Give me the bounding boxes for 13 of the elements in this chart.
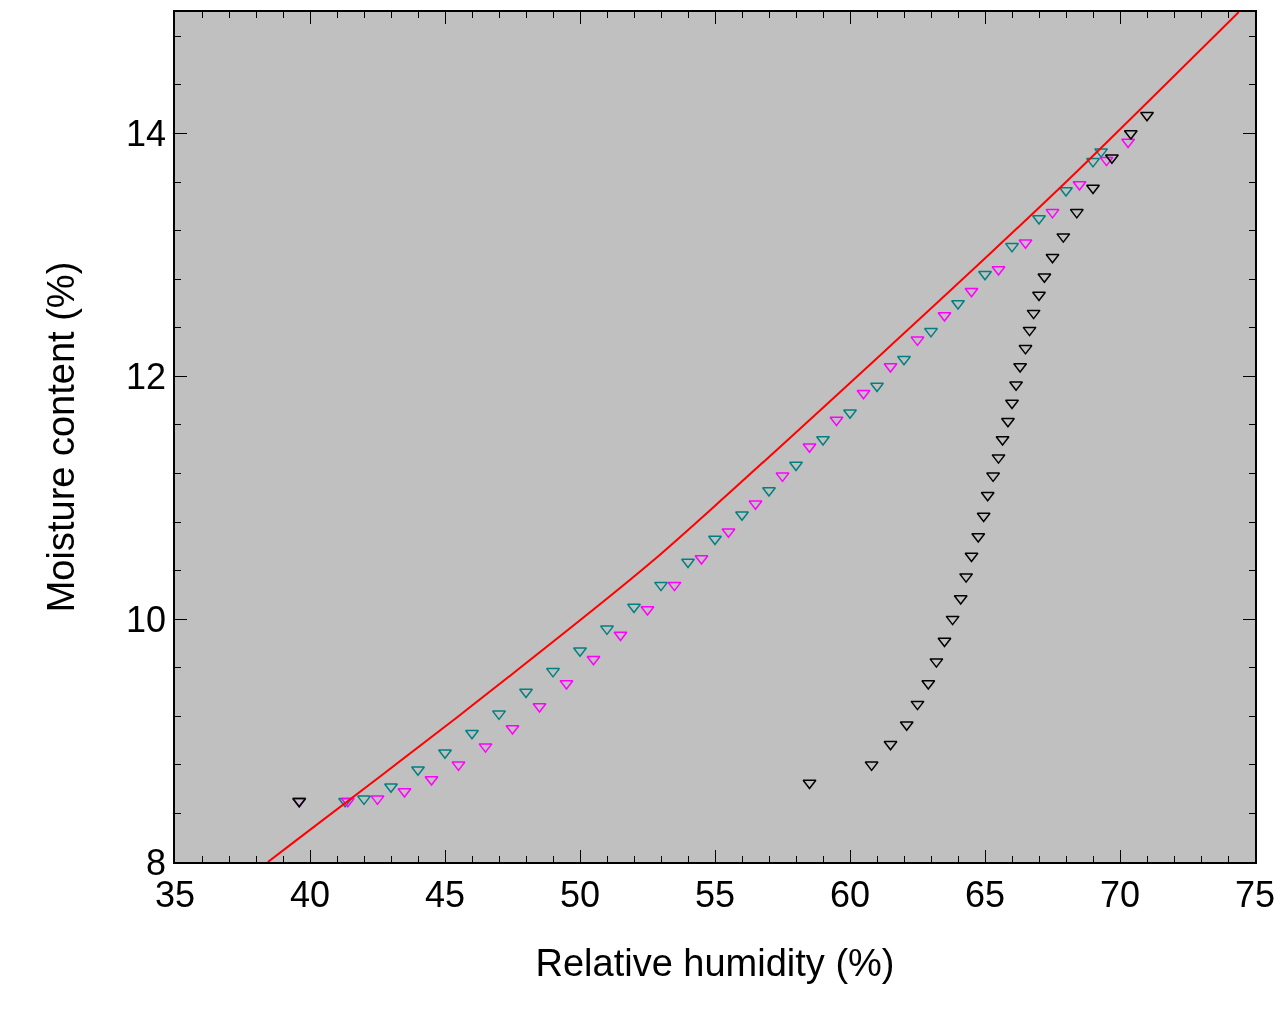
x-tick-label: 60	[829, 873, 871, 915]
x-tick-label: 75	[1234, 873, 1276, 915]
x-axis-title: Relative humidity (%)	[535, 941, 895, 984]
x-tick-label: 50	[559, 873, 601, 915]
x-tick-label: 65	[964, 873, 1006, 915]
y-tick-label: 12	[126, 355, 167, 397]
x-tick-label: 55	[694, 873, 736, 915]
y-tick-label: 10	[126, 598, 167, 640]
x-tick-label: 45	[424, 873, 466, 915]
x-tick-label: 70	[1099, 873, 1141, 915]
y-tick-label: 14	[126, 113, 167, 155]
y-axis-title: Moisture content (%)	[39, 261, 82, 613]
x-tick-label: 40	[289, 873, 331, 915]
